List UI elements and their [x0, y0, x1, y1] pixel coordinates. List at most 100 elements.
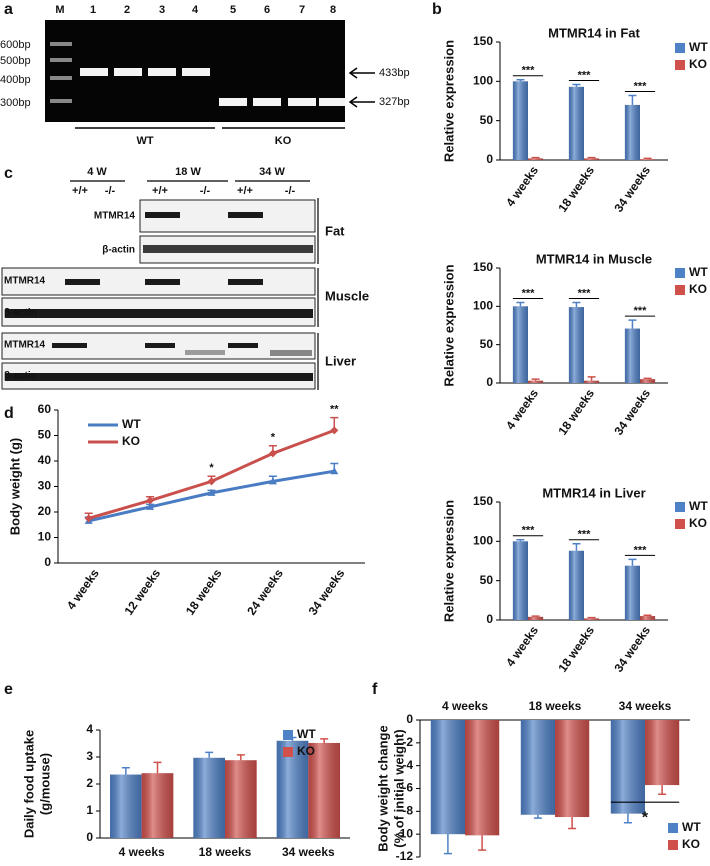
blot-row-label: β-actin	[4, 371, 37, 382]
marker-label: 300bp	[0, 97, 31, 109]
y-tick-label: 50	[480, 337, 494, 351]
error-bar	[643, 377, 652, 380]
significance-label: ***	[578, 69, 592, 81]
significance-label: ***	[634, 80, 648, 92]
error-bar	[587, 616, 596, 619]
y-axis-label: Relative expression	[441, 264, 456, 386]
group-label: KO	[275, 135, 292, 147]
significance-label: **	[330, 404, 339, 416]
x-tick-label: 18 weeks	[529, 699, 582, 713]
error-bar	[516, 539, 525, 542]
chart-title: MTMR14 in Fat	[548, 25, 640, 40]
panel-label: b	[432, 1, 442, 18]
error-bar	[205, 751, 214, 758]
marker	[146, 496, 155, 505]
y-tick-label: 100	[473, 74, 493, 88]
bar-shading	[624, 328, 640, 383]
error-bar	[533, 814, 542, 819]
legend-label: KO	[689, 57, 707, 71]
blot-lines	[70, 180, 319, 390]
panel-label: f	[372, 681, 378, 698]
significance-label: ***	[634, 305, 648, 317]
x-tick-label: 4 weeks	[503, 386, 541, 432]
x-tick-label: 4 weeks	[64, 566, 102, 612]
y-tick-label: 150	[473, 34, 493, 48]
lane-label: 1	[90, 4, 96, 16]
error-bar	[516, 79, 525, 82]
marker	[268, 477, 277, 485]
error-bar	[320, 738, 329, 743]
error-bar	[628, 94, 637, 105]
blot-row-label: MTMR14	[94, 211, 136, 222]
error-bar	[516, 301, 525, 307]
bar-shading	[610, 720, 645, 814]
error-bar	[628, 558, 637, 566]
panel-label: d	[4, 405, 14, 422]
y-tick-label: 0	[86, 830, 93, 844]
error-bar	[643, 614, 652, 617]
y-tick-label: 150	[473, 494, 493, 508]
marker	[84, 514, 93, 523]
gel-arrows	[75, 67, 375, 129]
significance-label: ***	[578, 287, 592, 299]
x-tick-label: 4 weeks	[119, 845, 165, 859]
significance-label: *	[209, 462, 214, 474]
error-bar	[121, 767, 130, 775]
x-tick-label: 34 weeks	[611, 386, 653, 437]
error-bar	[628, 319, 637, 329]
x-tick-label: 18 weeks	[555, 163, 597, 214]
legend-label: KO	[682, 837, 700, 851]
lane-label: 8	[330, 4, 336, 16]
y-tick-label: 1	[86, 803, 93, 817]
y-tick-label: -12	[396, 849, 414, 863]
bar-shading	[624, 565, 640, 620]
x-tick-label: 18 weeks	[199, 845, 252, 859]
y-axis-label: Relative expression	[441, 500, 456, 622]
y-tick-label: 4	[86, 722, 93, 736]
error-bar	[568, 817, 577, 830]
marker	[330, 467, 339, 475]
legend-swatch	[283, 730, 293, 740]
y-tick-label: 50	[480, 573, 494, 587]
tissue-label: Liver	[325, 353, 356, 368]
lane-label: M	[55, 4, 64, 16]
bar-shading	[520, 720, 555, 815]
blot-row-label: β-actin	[4, 308, 37, 319]
legend-label: KO	[297, 744, 315, 758]
x-tick-label: 34 weeks	[282, 845, 335, 859]
error-bar	[572, 542, 581, 551]
x-tick-label: 18 weeks	[183, 566, 225, 617]
error-bar	[443, 834, 452, 855]
bar-shading	[584, 158, 600, 160]
chart-title: MTMR14 in Muscle	[536, 251, 652, 266]
lane-label: 2	[124, 4, 130, 16]
gel-bands	[50, 42, 345, 106]
bar-shading	[640, 379, 656, 383]
blot-row-label: β-actin	[102, 245, 135, 256]
error-bar	[572, 301, 581, 308]
genotype-label: +/+	[72, 185, 88, 197]
timepoint-label: 34 W	[259, 166, 285, 178]
genotype-label: -/-	[200, 185, 211, 197]
y-tick-label: -8	[402, 804, 413, 818]
legend-swatch	[675, 519, 685, 529]
marker	[330, 426, 339, 435]
y-tick-label: 100	[473, 299, 493, 313]
group-label: WT	[136, 135, 153, 147]
genotype-label: -/-	[105, 185, 116, 197]
legend-swatch	[675, 268, 685, 278]
genotype-label: -/-	[285, 185, 296, 197]
error-bar	[587, 376, 596, 381]
y-axis-label: Daily food uptake	[21, 730, 36, 838]
y-tick-label: 0	[486, 152, 493, 166]
blot-row-label: MTMR14	[4, 276, 46, 287]
legend-label: WT	[682, 820, 701, 834]
timepoint-label: 4 W	[87, 166, 107, 178]
panel-label: e	[4, 681, 13, 698]
legend-swatch	[675, 60, 685, 70]
bar-shading	[640, 616, 656, 620]
error-bar	[587, 156, 596, 159]
significance-label: ***	[634, 544, 648, 556]
x-tick-label: 34 weeks	[306, 566, 348, 617]
x-tick-label: 18 weeks	[555, 386, 597, 437]
